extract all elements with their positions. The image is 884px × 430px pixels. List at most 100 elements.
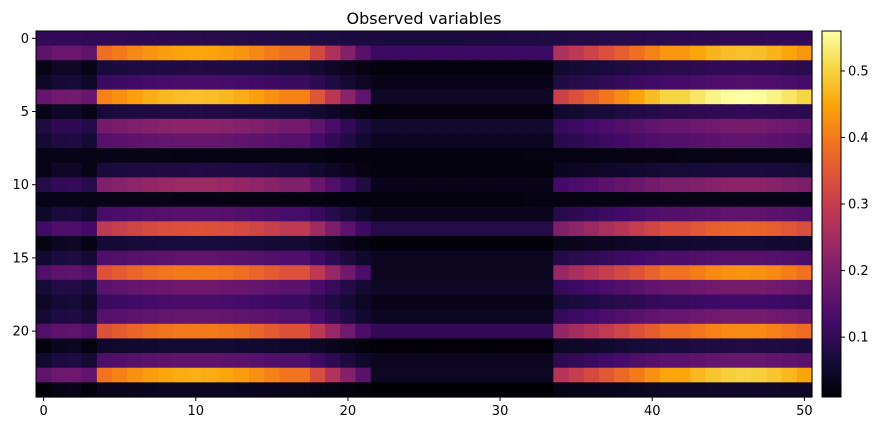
- heatmap-cell: [370, 323, 387, 340]
- heatmap-cell: [720, 353, 737, 369]
- heatmap-cell: [629, 221, 646, 237]
- heatmap-cell: [51, 338, 68, 354]
- heatmap-cell: [446, 192, 463, 208]
- heatmap-cell: [751, 45, 767, 61]
- heatmap-cell: [659, 279, 676, 296]
- heatmap-cell: [218, 60, 235, 76]
- heatmap-cell: [629, 265, 646, 281]
- heatmap-cell: [264, 148, 281, 164]
- heatmap-cell: [355, 60, 372, 76]
- heatmap-cell: [385, 118, 402, 135]
- heatmap-cell: [249, 133, 265, 149]
- heatmap-cell: [385, 60, 402, 76]
- heatmap-cell: [766, 162, 783, 178]
- heatmap-cell: [36, 162, 52, 178]
- heatmap-cell: [507, 89, 524, 105]
- heatmap-cell: [629, 177, 646, 193]
- heatmap-cell: [477, 309, 494, 325]
- heatmap-cell: [690, 323, 707, 340]
- heatmap-cell: [598, 177, 615, 193]
- heatmap-cell: [705, 235, 722, 252]
- heatmap-cell: [294, 367, 311, 383]
- heatmap-cell: [598, 309, 615, 325]
- heatmap-cell: [51, 74, 68, 91]
- heatmap-cell: [370, 104, 387, 120]
- heatmap-cell: [644, 133, 661, 149]
- heatmap-cell: [96, 148, 113, 164]
- heatmap-cell: [598, 45, 615, 61]
- heatmap-cell: [96, 294, 113, 310]
- heatmap-cell: [81, 221, 98, 237]
- heatmap-cell: [51, 265, 68, 281]
- heatmap-cell: [264, 177, 281, 193]
- heatmap-cell: [644, 74, 661, 91]
- heatmap-cell: [766, 367, 783, 383]
- heatmap-cell: [325, 382, 341, 398]
- heatmap-cell: [203, 31, 220, 47]
- heatmap-cell: [462, 294, 478, 310]
- heatmap-cell: [735, 206, 752, 222]
- heatmap-cell: [294, 279, 311, 296]
- heatmap-cell: [507, 104, 524, 120]
- heatmap-cell: [720, 367, 737, 383]
- heatmap-cell: [705, 31, 722, 47]
- heatmap-cell: [644, 31, 661, 47]
- heatmap-cell: [766, 338, 783, 354]
- heatmap-cell: [675, 323, 691, 340]
- heatmap-cell: [720, 31, 737, 47]
- heatmap-cell: [233, 74, 250, 91]
- heatmap-cell: [598, 206, 615, 222]
- heatmap-cell: [66, 235, 83, 252]
- heatmap-cell: [507, 309, 524, 325]
- heatmap-cell: [553, 104, 570, 120]
- heatmap-cell: [142, 148, 159, 164]
- heatmap-cell: [629, 148, 646, 164]
- heatmap-cell: [629, 279, 646, 296]
- heatmap-cell: [370, 279, 387, 296]
- heatmap-cell: [675, 148, 691, 164]
- heatmap-cell: [735, 89, 752, 105]
- heatmap-cell: [644, 192, 661, 208]
- heatmap-cell: [51, 118, 68, 135]
- heatmap-cell: [522, 367, 539, 383]
- heatmap-cell: [188, 235, 204, 252]
- heatmap-cell: [705, 279, 722, 296]
- heatmap-cell: [629, 104, 646, 120]
- heatmap-cell: [644, 45, 661, 61]
- heatmap-cell: [781, 221, 798, 237]
- heatmap-cell: [127, 177, 144, 193]
- heatmap-cell: [751, 74, 767, 91]
- heatmap-cell: [751, 60, 767, 76]
- heatmap-cell: [81, 45, 98, 61]
- heatmap-cell: [36, 45, 52, 61]
- heatmap-cell: [644, 367, 661, 383]
- heatmap-cell: [583, 235, 600, 252]
- heatmap-cell: [112, 323, 128, 340]
- heatmap-cell: [385, 89, 402, 105]
- heatmap-cell: [522, 309, 539, 325]
- heatmap-cell: [507, 45, 524, 61]
- heatmap-cell: [781, 45, 798, 61]
- heatmap-cell: [675, 31, 691, 47]
- heatmap-cell: [157, 118, 174, 135]
- heatmap-cell: [705, 323, 722, 340]
- heatmap-cell: [385, 309, 402, 325]
- heatmap-cell: [614, 192, 631, 208]
- heatmap-cell: [629, 367, 646, 383]
- heatmap-cell: [507, 148, 524, 164]
- heatmap-cell: [462, 367, 478, 383]
- heatmap-cell: [492, 192, 509, 208]
- heatmap-cell: [385, 323, 402, 340]
- heatmap-cell: [233, 89, 250, 105]
- heatmap-cell: [705, 45, 722, 61]
- heatmap-cell: [264, 221, 281, 237]
- y-tick-label: 15: [12, 251, 29, 266]
- heatmap-cell: [675, 250, 691, 266]
- heatmap-cell: [614, 382, 631, 398]
- heatmap-cell: [36, 235, 52, 252]
- heatmap-cell: [492, 31, 509, 47]
- heatmap-cell: [66, 382, 83, 398]
- heatmap-cell: [157, 104, 174, 120]
- heatmap-cell: [401, 45, 417, 61]
- heatmap-cell: [598, 265, 615, 281]
